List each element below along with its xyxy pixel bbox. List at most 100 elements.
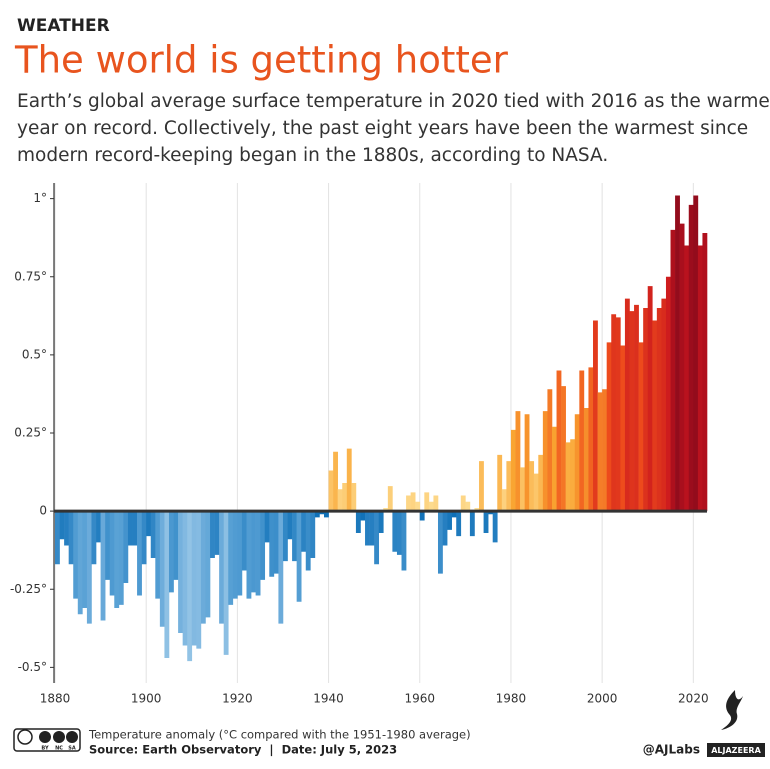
subtitle: Earth’s global average surface temperatu…	[17, 91, 770, 112]
bar	[561, 386, 566, 512]
bar	[675, 195, 680, 512]
bar	[624, 298, 630, 512]
bar	[82, 511, 88, 608]
bar	[237, 511, 243, 596]
bar	[520, 467, 525, 512]
bar	[55, 511, 60, 565]
bar	[538, 454, 544, 512]
bar	[387, 486, 393, 512]
bar	[593, 320, 598, 512]
x-tick-label: 2000	[587, 692, 618, 706]
license-label: BY	[41, 746, 49, 752]
bar	[96, 511, 101, 543]
bar	[141, 511, 147, 565]
subtitle: year on record. Collectively, the past e…	[17, 118, 748, 139]
bar	[588, 367, 594, 512]
bar	[456, 511, 462, 537]
bar	[137, 511, 142, 596]
license-label: NC	[55, 746, 63, 752]
bar	[210, 511, 215, 558]
bar	[597, 392, 603, 512]
bar	[656, 308, 662, 512]
bar	[196, 511, 202, 649]
bar	[164, 511, 170, 658]
bar	[652, 320, 658, 512]
bar	[255, 511, 261, 596]
bar	[447, 511, 452, 530]
bar	[488, 511, 494, 515]
bar	[328, 470, 334, 512]
x-tick-label: 1900	[131, 692, 162, 706]
x-tick-label: 1980	[496, 692, 527, 706]
bar	[428, 501, 434, 512]
source: Source: Earth Observatory | Date: July 5…	[89, 743, 397, 757]
bar	[424, 492, 430, 512]
bar	[310, 511, 316, 558]
bar	[264, 511, 270, 543]
bar	[396, 511, 402, 555]
bar	[570, 439, 576, 512]
bar	[556, 370, 562, 512]
note: Temperature anomaly (°C compared with th…	[88, 728, 471, 742]
bar	[73, 511, 79, 599]
bar	[319, 511, 325, 515]
brand: ALJAZEERA	[711, 746, 761, 755]
bar	[479, 461, 484, 512]
bar	[150, 511, 156, 558]
bar	[579, 370, 585, 512]
bar	[105, 511, 111, 580]
subtitle: modern record-keeping began in the 1880s…	[17, 145, 608, 166]
bar	[497, 454, 503, 512]
y-tick-label: 0.75°	[14, 269, 47, 283]
bar	[132, 511, 138, 546]
bar	[437, 511, 443, 574]
bar	[214, 511, 220, 555]
bar	[410, 492, 416, 512]
bar	[200, 511, 206, 624]
y-tick-label: -0.5°	[18, 660, 47, 674]
bar	[665, 276, 671, 512]
bar	[702, 233, 708, 512]
bar	[679, 223, 685, 512]
bar	[583, 408, 589, 512]
bar	[191, 511, 197, 646]
bar	[260, 511, 266, 580]
bar	[634, 304, 639, 512]
bar	[342, 483, 348, 512]
x-tick-label: 1880	[40, 692, 71, 706]
bar	[442, 511, 448, 546]
x-tick-label: 1920	[222, 692, 253, 706]
bar	[374, 511, 380, 565]
bar	[492, 511, 498, 543]
bar	[684, 245, 690, 512]
bar	[346, 448, 352, 512]
bar	[100, 511, 106, 621]
bar	[469, 511, 475, 537]
bar	[68, 511, 74, 565]
bar	[246, 511, 252, 599]
bar	[474, 508, 480, 512]
bar	[529, 461, 535, 512]
bar	[465, 501, 471, 512]
y-tick-label: 0.5°	[22, 347, 47, 361]
bar	[159, 511, 165, 627]
bar	[241, 511, 247, 571]
bar	[392, 511, 398, 552]
license-label: SA	[68, 746, 76, 752]
bar	[574, 414, 580, 512]
bar	[501, 489, 507, 512]
bar	[228, 511, 234, 605]
bar	[415, 501, 421, 512]
bar	[615, 317, 621, 512]
bar	[333, 451, 338, 512]
bar	[118, 511, 124, 605]
bar	[602, 389, 607, 512]
bar	[296, 511, 302, 602]
bar	[688, 204, 694, 512]
bar	[278, 511, 284, 624]
bar	[187, 511, 193, 662]
bar	[533, 473, 539, 512]
license-badge: BY NC SA	[13, 728, 81, 752]
bar	[524, 414, 530, 512]
